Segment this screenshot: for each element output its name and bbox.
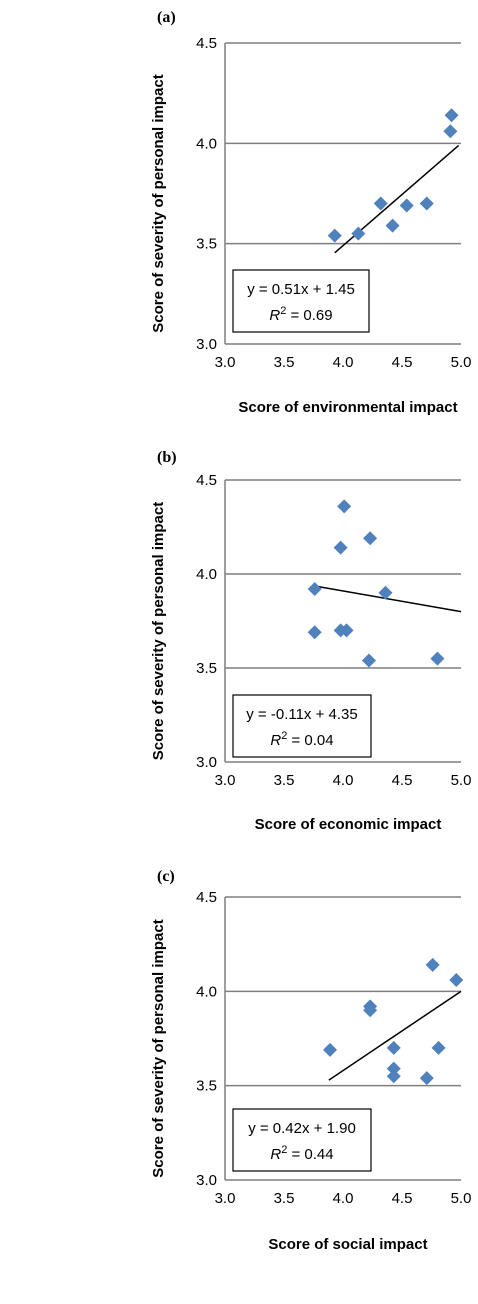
panel-c-y-tick-label: 3.0 [196,1172,217,1189]
panel-b-x-tick-label: 3.0 [215,772,236,789]
panel-c-data-point [386,1040,401,1055]
panel-a-trendline [334,144,460,254]
panel-a-data-point [399,198,414,213]
panel-c-x-tick-label: 3.5 [274,1190,295,1207]
panel-c-equation: y = 0.42x + 1.90 [248,1120,356,1137]
panel-b-y-axis-title: Score of severity of personal impact [150,502,167,760]
panel-b-r-squared-value: = 0.04 [287,732,333,749]
panel-b-data-point [361,653,376,668]
panel-b-data-point [430,651,445,666]
panel-c-data-point [363,1003,378,1018]
panel-a-y-tick-label: 4.0 [196,135,217,152]
panel-b-r-squared-symbol: R [270,732,281,749]
panel-c-data-point [449,973,464,988]
panel-c-data-point [431,1040,446,1055]
panel-a-data-point [351,226,366,241]
panel-a-x-tick-label: 3.5 [274,354,295,371]
panel-a-x-tick-label: 4.0 [333,354,354,371]
panel-a-r-squared-value: = 0.69 [286,307,332,324]
panel-c-x-axis-title: Score of social impact [268,1236,427,1253]
panel-a-r-squared-symbol: R [269,307,280,324]
panel-a-y-tick-label: 3.0 [196,336,217,353]
panel-b-x-tick-label: 4.5 [392,772,413,789]
panel-a-data-point [443,124,458,139]
panel-c-data-point [386,1069,401,1084]
panel-c-r-squared-exponent: 2 [281,1144,287,1156]
panel-c-r-squared-value: = 0.44 [287,1146,333,1163]
panel-b-data-point [307,582,322,597]
panel-c-equation-box [232,1108,372,1172]
panel-c-y-axis-title: Score of severity of personal impact [150,919,167,1177]
panel-b-equation: y = -0.11x + 4.35 [246,706,357,723]
panel-a-equation-box [232,269,370,333]
panel-b-x-tick-label: 3.5 [274,772,295,789]
panel-c-label: (c) [157,868,175,885]
panel-b-label: (b) [157,449,177,466]
panel-a-y-tick-label: 4.5 [196,35,217,52]
panel-c-y-tick-label: 4.0 [196,983,217,1000]
panel-c-x-tick-label: 3.0 [215,1190,236,1207]
panel-b-y-tick-label: 4.5 [196,472,217,489]
panel-a-y-tick-label: 3.5 [196,236,217,253]
panel-b-y-tick-label: 3.0 [196,754,217,771]
panel-c-x-tick-label: 4.5 [392,1190,413,1207]
panel-b-data-point [333,540,348,555]
panel-a-r-squared: R2 = 0.69 [269,305,332,324]
panel-b-y-tick-label: 3.5 [196,660,217,677]
panel-c-data-point [323,1042,338,1057]
panel-b-data-point [339,623,354,638]
panel-b-trendline [314,585,462,613]
panel-b-data-point [307,625,322,640]
panel-a-data-point [327,228,342,243]
panel-a-x-axis-title: Score of environmental impact [238,399,457,416]
panel-c-r-squared-symbol: R [270,1146,281,1163]
panel-b-equation-box [232,694,372,758]
panel-a-label: (a) [157,9,176,26]
panel-a-equation: y = 0.51x + 1.45 [247,281,355,298]
panel-c-x-tick-label: 5.0 [451,1190,472,1207]
panel-c-data-point [419,1071,434,1086]
panel-a-x-tick-label: 4.5 [392,354,413,371]
panel-b-data-point [337,499,352,514]
panel-a-data-point [373,196,388,211]
panel-a-data-point [385,218,400,233]
panel-a-data-point [444,108,459,123]
panel-b-data-point [378,585,393,600]
panel-c-trendline [328,990,462,1081]
panel-b-data-point [363,531,378,546]
panel-c-data-point [386,1061,401,1076]
panel-c-y-tick-label: 3.5 [196,1078,217,1095]
panel-a-r-squared-exponent: 2 [280,305,286,317]
panel-c-y-tick-label: 4.5 [196,889,217,906]
panel-c-data-point [425,957,440,972]
panel-a-y-axis-title: Score of severity of personal impact [150,74,167,332]
panel-c-r-squared: R2 = 0.44 [270,1144,333,1163]
panel-a-data-point [419,196,434,211]
panel-b-x-axis-title: Score of economic impact [255,816,442,833]
panel-b-r-squared: R2 = 0.04 [270,730,333,749]
panel-c-x-tick-label: 4.0 [333,1190,354,1207]
panel-a-x-tick-label: 5.0 [451,354,472,371]
panel-b-r-squared-exponent: 2 [281,730,287,742]
panel-b-y-tick-label: 4.0 [196,566,217,583]
panel-b-x-tick-label: 5.0 [451,772,472,789]
panel-b-x-tick-label: 4.0 [333,772,354,789]
panel-a-x-tick-label: 3.0 [215,354,236,371]
